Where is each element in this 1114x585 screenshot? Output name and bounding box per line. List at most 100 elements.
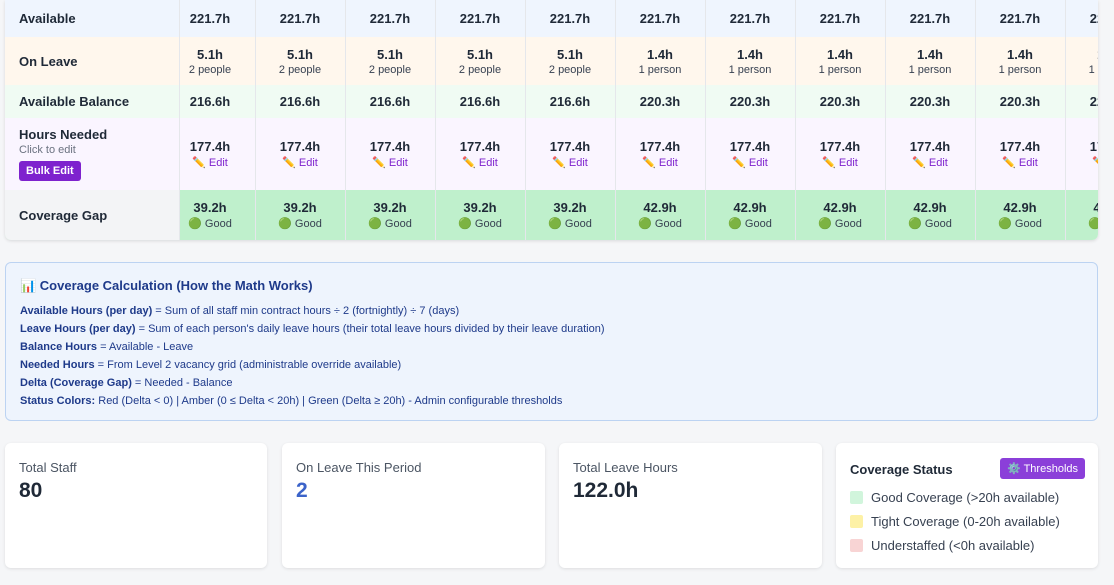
cell-available: 221.7h	[369, 11, 411, 26]
cell-available: 221.7h	[639, 11, 681, 26]
table-row: Coverage Gap 39.2h 🟢 Good 39.2h 🟢 Good 39.2h 🟢…	[5, 190, 1098, 240]
coverage-status-title: Coverage Status	[850, 462, 953, 477]
cell-available: 221.7h	[549, 11, 591, 26]
table-cell: 221.7h	[345, 0, 436, 37]
table-cell: 177.4h ✏️ Edit	[975, 118, 1066, 190]
table-cell: 221.7h	[795, 0, 886, 37]
table-cell: 216.6h	[525, 85, 616, 118]
edit-link[interactable]: ✏️ Edit	[282, 157, 318, 169]
legend-item: Tight Coverage (0-20h available)	[850, 514, 1084, 529]
edit-link[interactable]: ✏️ Edit	[912, 157, 948, 169]
cell-status: 🟢 Good	[188, 218, 232, 230]
cell-balance: 216.6h	[279, 94, 321, 109]
cell-available: 221.7h	[189, 11, 231, 26]
table-cell: 5.1h 2 people	[165, 37, 256, 85]
stat-label: Total Leave Hours	[573, 460, 678, 475]
table-cell: 39.2h 🟢 Good	[435, 190, 526, 240]
cell-leave: 1.4h	[1097, 47, 1098, 62]
legend-label: Tight Coverage (0-20h available)	[871, 514, 1060, 529]
table-cell: 5.1h 2 people	[345, 37, 436, 85]
cell-status: 🟢 Good	[728, 218, 772, 230]
cell-leave: 5.1h	[286, 46, 313, 62]
table-row: Hours Needed Click to edit Bulk Edit 177.4h…	[5, 118, 1098, 191]
cell-leave: 5.1h	[376, 46, 403, 62]
legend-swatch	[850, 491, 863, 504]
edit-link[interactable]: ✏️ Edit	[552, 157, 588, 169]
calc-line: Leave Hours (per day) = Sum of each pers…	[20, 320, 1083, 338]
cell-balance: 220.3h	[999, 94, 1041, 109]
cell-people: 2 people	[458, 63, 502, 76]
cell-status: 🟢 Good	[548, 218, 592, 230]
edit-link[interactable]: ✏️ Edit	[1092, 156, 1098, 169]
cell-needed: 177.4h	[279, 139, 321, 154]
edit-hint: Click to edit	[19, 144, 76, 156]
table-cell: 5.1h 2 people	[525, 37, 616, 85]
cell-balance: 220.3h	[639, 94, 681, 109]
edit-link[interactable]: ✏️ Edit	[642, 157, 678, 169]
row-label: Available	[5, 0, 180, 37]
calc-term: Leave Hours (per day)	[20, 323, 136, 335]
coverage-table: Available 221.7h 221.7h 221.7h 221.7h 221.7h 2…	[5, 0, 1098, 240]
table-cell: 177.4h ✏️ Edit	[165, 118, 256, 190]
cell-balance: 220.3h	[819, 94, 861, 109]
calc-text: = Available - Leave	[97, 341, 194, 353]
table-row: Available Balance 216.6h 216.6h 216.6h 216.6…	[5, 85, 1098, 119]
cell-leave: 1.4h	[736, 46, 763, 62]
edit-link[interactable]: ✏️ Edit	[822, 157, 858, 169]
table-cell: 220.3h	[705, 85, 796, 118]
edit-link[interactable]: ✏️ Edit	[372, 157, 408, 169]
cell-balance: 216.6h	[189, 94, 231, 109]
cell-balance: 216.6h	[549, 94, 591, 109]
cell-people: 1 person	[908, 63, 952, 76]
row-label-text: Available	[19, 11, 76, 26]
table-cell: 221.7h	[435, 0, 526, 37]
cell-needed: 177.4h	[999, 139, 1041, 154]
legend-swatch	[850, 539, 863, 552]
stat-label: Total Staff	[19, 460, 77, 475]
cell-leave: 1.4h	[646, 46, 673, 62]
calc-line: Balance Hours = Available - Leave	[20, 338, 1083, 356]
calc-term: Status Colors:	[20, 395, 96, 407]
stat-value: 80	[19, 479, 43, 502]
calc-term: Available Hours (per day)	[20, 305, 153, 317]
cell-people: 1 person	[638, 63, 682, 76]
table-cell: 221.7h	[525, 0, 616, 37]
edit-link[interactable]: ✏️ Edit	[192, 157, 228, 169]
cell-available: 221.7h	[1089, 11, 1098, 26]
stat-value: 2	[296, 479, 308, 502]
stat-card: Total Leave Hours 122.0h	[559, 443, 822, 568]
table-cell: 177.4h ✏️ Edit	[345, 118, 436, 190]
calc-term: Needed Hours	[20, 359, 95, 371]
table-cell: 177.4h ✏️ Edit	[615, 118, 706, 190]
table-cell: 42.9h 🟢 Good	[975, 190, 1066, 240]
table-cell: 221.7h	[615, 0, 706, 37]
table-cell: 177.4h ✏️ Edit	[255, 118, 346, 190]
cell-people: 2 people	[368, 63, 412, 76]
stat-card: Total Staff 80	[5, 443, 267, 568]
calc-term: Delta (Coverage Gap)	[20, 377, 132, 389]
table-cell: 177.4h ✏️ Edit	[795, 118, 886, 190]
cell-status: 🟢 Good	[278, 218, 322, 230]
cell-needed: 177.4h	[189, 139, 231, 154]
row-label: Hours Needed Click to edit Bulk Edit	[5, 118, 180, 190]
cell-gap: 39.2h	[553, 200, 587, 215]
cell-people: 1 person	[998, 63, 1042, 76]
thresholds-button[interactable]: ⚙️ Thresholds	[1000, 458, 1085, 479]
edit-link[interactable]: ✏️ Edit	[462, 157, 498, 169]
legend-item: Understaffed (<0h available)	[850, 538, 1084, 553]
table-cell: 220.3h	[885, 85, 976, 118]
cell-needed: 177.4h	[909, 139, 951, 154]
edit-link[interactable]: ✏️ Edit	[732, 157, 768, 169]
cell-people: 1 person	[728, 63, 772, 76]
cell-leave: 5.1h	[466, 46, 493, 62]
table-cell: 39.2h 🟢 Good	[165, 190, 256, 240]
bulk-edit-button[interactable]: Bulk Edit	[19, 161, 81, 181]
table-cell: 39.2h 🟢 Good	[255, 190, 346, 240]
edit-link[interactable]: ✏️ Edit	[1002, 157, 1038, 169]
calc-line: Status Colors: Red (Delta < 0) | Amber (…	[20, 392, 1083, 410]
table-cell: 221.7h	[885, 0, 976, 37]
cell-available: 221.7h	[999, 11, 1041, 26]
table-cell: 216.6h	[255, 85, 346, 118]
